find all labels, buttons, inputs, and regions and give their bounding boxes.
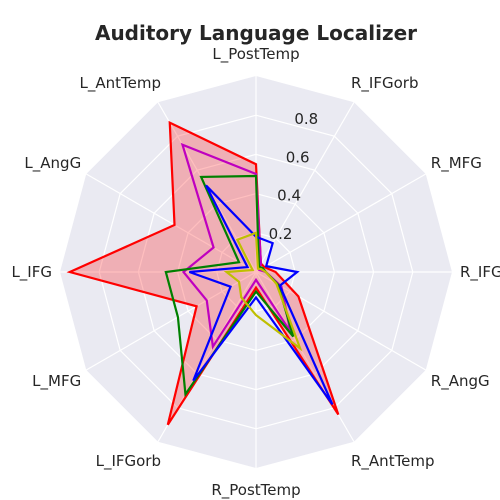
category-label: L_MFG — [32, 372, 81, 391]
category-label: R_AntTemp — [351, 452, 435, 471]
radial-tick-labels: 0.2 0.4 0.6 0.8 — [269, 110, 319, 243]
category-label: R_IFG — [460, 263, 500, 282]
radial-tick-label: 0.6 — [286, 148, 310, 166]
radial-tick-label: 0.4 — [277, 187, 301, 205]
chart-title: Auditory Language Localizer — [95, 21, 417, 45]
series-fill-1 — [69, 122, 339, 425]
category-label: R_PostTemp — [211, 481, 300, 500]
category-label: L_AntTemp — [80, 74, 161, 93]
category-label: R_MFG — [431, 154, 482, 173]
grid-spoke — [85, 173, 257, 273]
radar-grid — [60, 76, 452, 468]
grid-spoke — [255, 173, 427, 273]
series-line-5 — [223, 231, 303, 352]
radial-tick-label: 0.2 — [269, 225, 293, 243]
category-label: L_IFGorb — [96, 452, 161, 471]
category-label: R_IFGorb — [351, 74, 418, 93]
radar-series — [66, 120, 340, 426]
category-label: L_IFG — [11, 263, 52, 282]
category-label: L_PostTemp — [212, 45, 299, 64]
category-label: R_AngG — [431, 372, 490, 391]
radial-tick-label: 0.8 — [294, 110, 318, 128]
category-labels: R_IFG R_MFG R_IFGorb L_PostTemp L_AntTemp L_A… — [11, 45, 500, 500]
category-label: L_AngG — [24, 154, 81, 173]
grid-spoke — [255, 271, 427, 371]
series-line-4 — [188, 184, 334, 406]
grid-spoke — [85, 271, 257, 371]
